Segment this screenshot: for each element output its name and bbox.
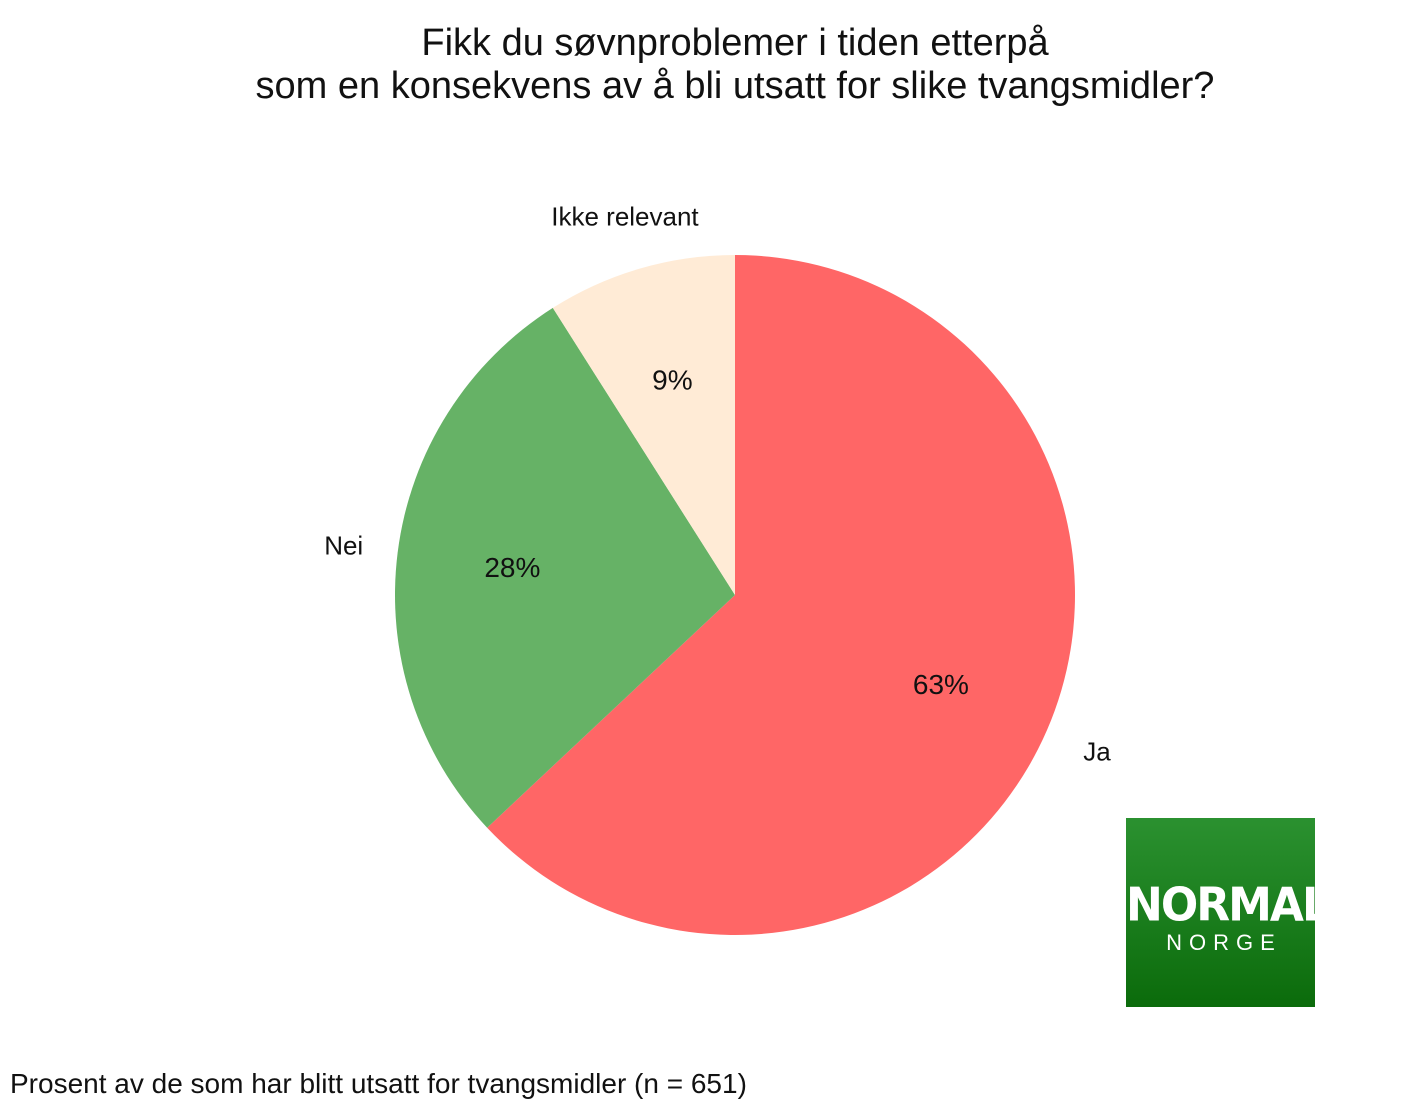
value-label-ikke-relevant: 9%	[652, 365, 692, 396]
value-label-nei: 28%	[484, 552, 540, 583]
normal-norge-logo: NORMAL NORGE	[1126, 818, 1330, 1007]
category-label-ikke-relevant: Ikke relevant	[551, 201, 699, 231]
category-label-ja: Ja	[1083, 737, 1111, 767]
logo-text-normal: NORMAL	[1126, 878, 1330, 933]
logo-text-norge: NORGE	[1166, 930, 1282, 955]
pie-slice-nei	[395, 307, 735, 828]
chart-title-line-1: Fikk du søvnproblemer i tiden etterpå	[421, 22, 1049, 64]
value-label-ja: 63%	[913, 669, 969, 700]
category-label-nei: Nei	[324, 531, 363, 561]
pie-slice-ikke-relevant	[552, 255, 735, 595]
chart-title-line-2: som en konsekvens av å bli utsatt for sl…	[255, 65, 1215, 107]
chart-title: Fikk du søvnproblemer i tiden etterpå so…	[0, 22, 1428, 108]
pie-slice-ja	[487, 255, 1076, 935]
chart-caption: Prosent av de som har blitt utsatt for t…	[10, 1068, 747, 1099]
